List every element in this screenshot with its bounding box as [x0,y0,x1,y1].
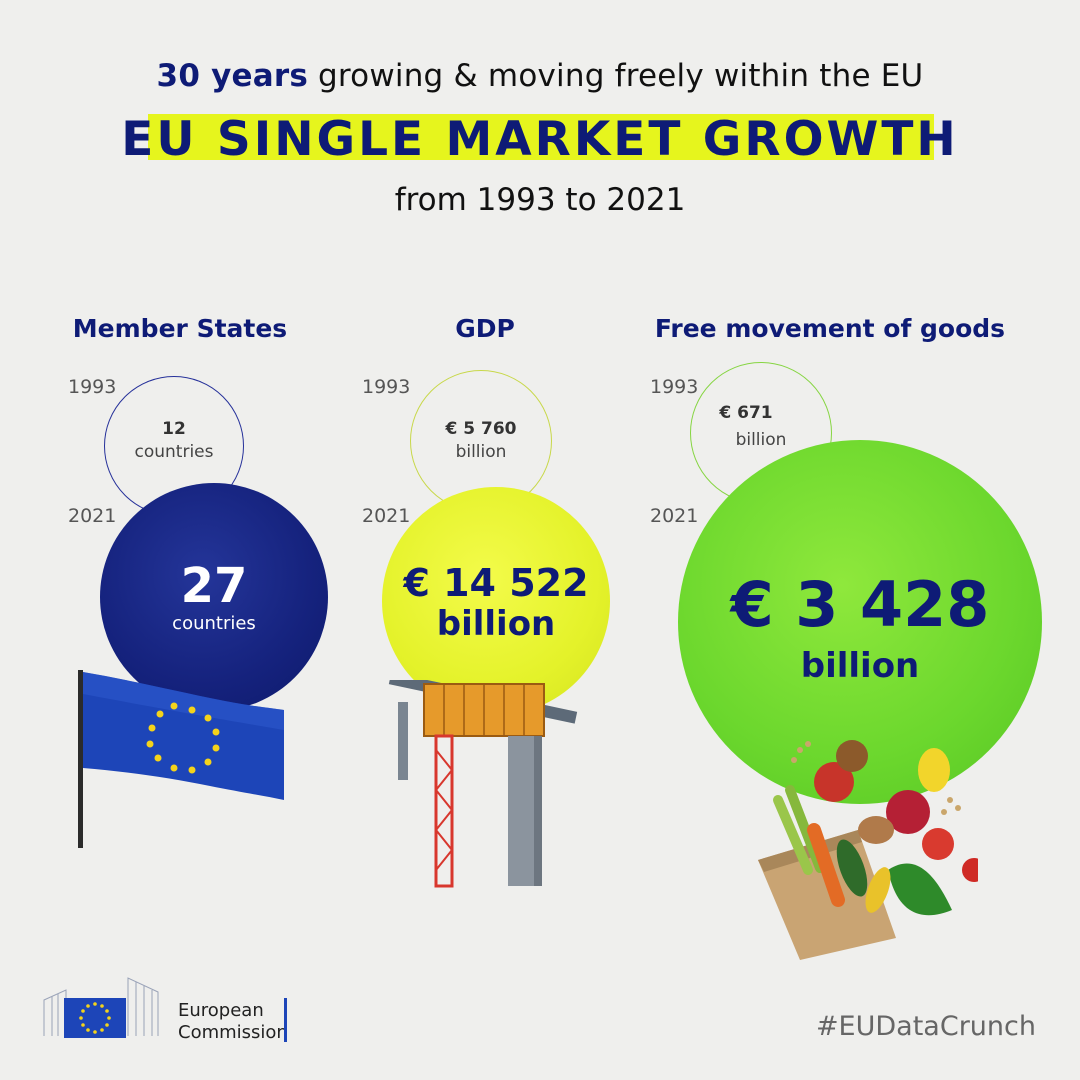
small-value: € 671 [719,403,773,423]
year-2021-member-states: 2021 [68,505,117,527]
header-subtitle: 30 years growing & moving freely within … [0,58,1080,94]
heading-member-states: Member States [72,314,288,343]
circle-2021-member-states [100,483,328,711]
european-commission-label: European Commission [178,1000,288,1044]
subtitle-rest: growing & moving freely within the EU [307,58,924,94]
small-unit: countries [134,442,214,462]
small-unit: billion [455,442,507,462]
big-value: 27 [180,558,248,614]
crane-structure-image [388,680,578,888]
year-1993-goods: 1993 [650,376,699,398]
small-value: € 5 760 [445,419,517,439]
year-1993-member-states: 1993 [68,376,117,398]
year-2021-goods: 2021 [650,505,699,527]
page-title: EU SINGLE MARKET GROWTH [121,112,959,167]
heading-gdp: GDP [455,314,515,343]
european-commission-logo [43,977,159,1038]
title-highlight-bar [148,114,934,160]
subtitle-highlight: 30 years [156,58,308,94]
small-value: 12 [162,419,186,439]
big-value: € 3 428 [730,568,990,641]
ec-divider [284,998,287,1042]
value-2021-member-states: 27 countries [100,560,328,636]
circle-2021-gdp [382,487,610,715]
ec-line-2: Commission [178,1022,288,1043]
hashtag: #EUDataCrunch [815,1011,1036,1042]
heading-free-movement-goods: Free movement of goods [654,314,1006,343]
year-range: from 1993 to 2021 [394,182,686,218]
big-unit: billion [800,646,920,686]
value-2021-goods: € 3 428 billion [678,570,1042,688]
big-unit: countries [172,613,256,634]
big-value: € 14 522 [403,561,589,605]
value-1993-member-states: 12 countries [104,418,244,464]
year-1993-gdp: 1993 [362,376,411,398]
value-1993-goods: € 671 billion [690,402,832,452]
eu-flag-image [78,670,284,848]
big-unit: billion [436,604,556,644]
year-2021-gdp: 2021 [362,505,411,527]
value-2021-gdp: € 14 522 billion [382,562,610,644]
value-1993-gdp: € 5 760 billion [410,418,552,464]
ec-line-1: European [178,1000,264,1021]
grocery-bag-image [758,740,978,960]
small-unit: billion [735,430,787,450]
